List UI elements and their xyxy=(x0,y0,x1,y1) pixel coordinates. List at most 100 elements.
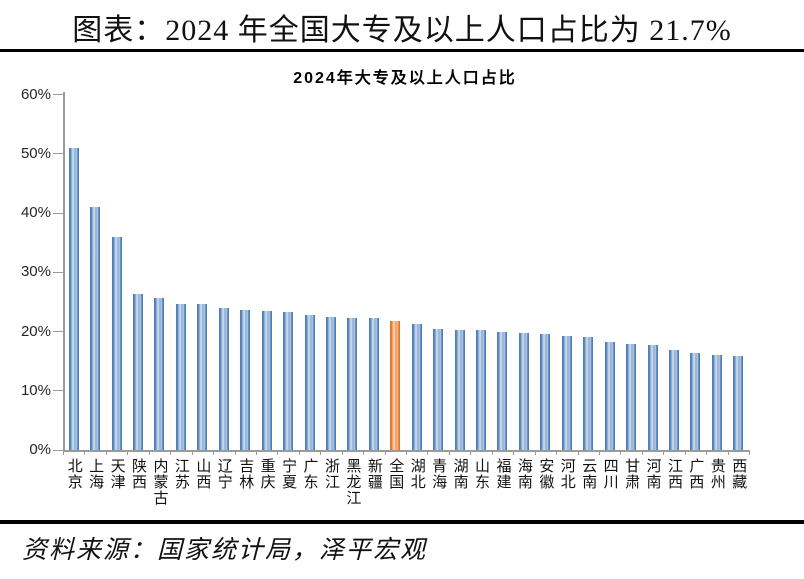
x-tick-label: 天津 xyxy=(108,458,125,490)
x-tick-label: 江西 xyxy=(665,458,682,490)
bar-13 xyxy=(347,317,358,450)
x-tick-label: 西藏 xyxy=(730,458,747,490)
bar-21 xyxy=(518,332,529,450)
y-tick-label: 20% xyxy=(20,322,51,340)
x-tick-label: 北京 xyxy=(65,458,82,490)
x-tick-label: 河南 xyxy=(644,458,661,490)
x-axis-tick xyxy=(277,450,279,455)
x-axis-tick xyxy=(213,450,215,455)
y-tick-label: 50% xyxy=(20,144,51,162)
x-tick-label: 甘肃 xyxy=(623,458,640,490)
x-axis-tick xyxy=(105,450,107,455)
bottom-divider xyxy=(0,520,804,524)
x-tick-label: 新疆 xyxy=(365,458,382,490)
bar-1 xyxy=(90,207,101,450)
bar-24 xyxy=(583,337,594,450)
x-axis-tick xyxy=(749,450,750,455)
y-axis-tick xyxy=(53,212,63,214)
bar-30 xyxy=(711,354,722,450)
x-axis-tick xyxy=(470,450,472,455)
x-tick-label: 全国 xyxy=(387,458,404,490)
x-tick-label: 贵州 xyxy=(708,458,725,490)
bar-6 xyxy=(197,304,208,450)
x-tick-label: 江苏 xyxy=(172,458,189,490)
y-axis-tick xyxy=(53,390,63,392)
bar-20 xyxy=(497,332,508,450)
x-axis-tick xyxy=(598,450,600,455)
x-tick-label: 山东 xyxy=(473,458,490,490)
x-axis-tick xyxy=(534,450,536,455)
x-axis-tick xyxy=(148,450,150,455)
x-axis-tick xyxy=(577,450,579,455)
x-axis-tick xyxy=(727,450,729,455)
bar-10 xyxy=(283,311,294,450)
bar-7 xyxy=(218,307,229,450)
y-axis-tick xyxy=(53,331,63,332)
bar-14 xyxy=(368,317,379,450)
x-axis-tick xyxy=(620,450,622,455)
bar-26 xyxy=(626,343,637,450)
x-tick-label: 海南 xyxy=(515,458,532,490)
x-tick-label: 河北 xyxy=(558,458,575,490)
bar-9 xyxy=(261,311,272,450)
x-tick-label: 内蒙古 xyxy=(151,458,168,506)
bar-23 xyxy=(561,336,572,450)
y-axis-tick xyxy=(53,94,63,95)
y-axis-tick xyxy=(53,153,63,155)
x-axis-tick xyxy=(663,450,665,455)
bar-29 xyxy=(690,352,701,450)
bar-0 xyxy=(68,147,79,450)
x-axis-tick xyxy=(706,450,708,455)
bar-19 xyxy=(476,330,487,450)
x-axis-tick xyxy=(320,450,322,455)
x-axis-tick xyxy=(234,450,236,455)
top-divider xyxy=(0,49,804,52)
bar-5 xyxy=(175,303,186,450)
y-tick-label: 0% xyxy=(29,441,51,458)
x-tick-label: 陕西 xyxy=(130,458,147,490)
bar-2 xyxy=(111,236,122,450)
x-axis-tick xyxy=(427,450,429,455)
bar-3 xyxy=(133,294,144,450)
bar-25 xyxy=(604,341,615,450)
x-axis-tick xyxy=(556,450,558,455)
x-tick-label: 广东 xyxy=(301,458,318,490)
x-tick-label: 浙江 xyxy=(322,458,339,490)
y-axis-tick xyxy=(53,271,63,273)
x-axis-tick xyxy=(406,450,407,455)
x-axis-tick xyxy=(127,450,129,455)
page-title: 图表：2024 年全国大专及以上人口占比为 21.7% xyxy=(72,14,732,47)
x-axis-tick xyxy=(170,450,172,455)
y-axis-line xyxy=(63,92,65,451)
x-axis-tick xyxy=(341,450,343,455)
x-axis-tick xyxy=(513,450,515,455)
x-axis-tick xyxy=(191,450,193,455)
chart-title: 2024年大专及以上人口占比 xyxy=(293,70,517,87)
x-tick-label: 吉林 xyxy=(237,458,254,490)
x-tick-label: 安徽 xyxy=(537,458,554,490)
x-tick-label: 四川 xyxy=(601,458,618,490)
y-axis-tick xyxy=(53,449,63,451)
bar-31 xyxy=(733,355,744,450)
x-tick-label: 青海 xyxy=(430,458,447,490)
x-tick-label: 广西 xyxy=(687,458,704,490)
bar-22 xyxy=(540,334,551,450)
bar-17 xyxy=(433,329,444,450)
bar-27 xyxy=(647,345,658,450)
x-tick-label: 湖北 xyxy=(408,458,425,490)
x-tick-label: 宁夏 xyxy=(280,458,297,490)
source-note: 资料来源：国家统计局，泽平宏观 xyxy=(22,537,428,564)
bar-16 xyxy=(411,324,422,450)
x-tick-label: 重庆 xyxy=(258,458,275,490)
bar-8 xyxy=(240,310,251,450)
x-axis-tick xyxy=(84,450,86,455)
bar-12 xyxy=(325,317,336,450)
x-axis-tick xyxy=(298,450,300,455)
x-axis-tick xyxy=(491,450,493,455)
bar-28 xyxy=(668,349,679,450)
x-tick-label: 上海 xyxy=(87,458,104,490)
bar-18 xyxy=(454,329,465,450)
bar-4 xyxy=(154,297,165,450)
